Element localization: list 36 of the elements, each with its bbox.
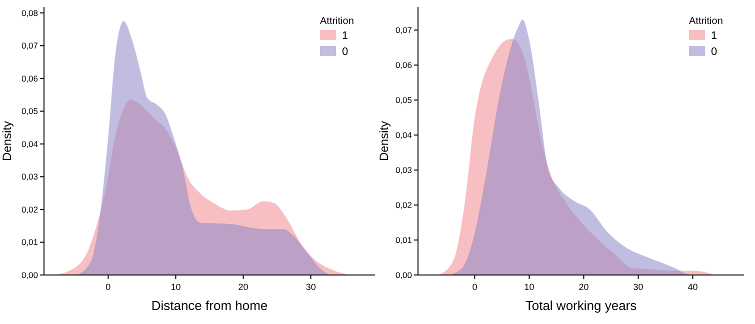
y-tick-label: 0,03 xyxy=(21,172,38,182)
x-tick-label: 20 xyxy=(238,282,248,292)
y-tick-label: 0,02 xyxy=(395,200,412,210)
y-tick-label: 0,05 xyxy=(21,106,38,116)
y-axis-title: Density xyxy=(0,120,14,162)
legend-label: 1 xyxy=(342,30,348,42)
x-tick-label: 30 xyxy=(306,282,316,292)
legend-label: 0 xyxy=(711,46,718,58)
y-tick-label: 0,05 xyxy=(395,95,412,106)
x-tick-label: 10 xyxy=(170,282,181,292)
x-tick-label: 40 xyxy=(688,282,698,292)
legend-label: 1 xyxy=(711,30,718,42)
y-tick-label: 0,01 xyxy=(21,237,38,248)
legend-label: 0 xyxy=(342,46,348,58)
y-tick-label: 0,07 xyxy=(395,25,412,36)
y-tick-label: 0,04 xyxy=(395,130,412,140)
x-tick-label: 10 xyxy=(524,282,534,292)
legend-title: Attrition xyxy=(320,16,354,27)
y-tick-label: 0,00 xyxy=(21,270,38,280)
y-tick-label: 0,00 xyxy=(395,270,412,280)
y-tick-label: 0,06 xyxy=(21,73,38,84)
x-tick-label: 0 xyxy=(472,282,478,292)
legend-title: Attrition xyxy=(689,16,723,27)
x-tick-label: 20 xyxy=(578,282,589,292)
y-tick-label: 0,08 xyxy=(21,8,38,18)
y-tick-label: 0,03 xyxy=(395,165,412,176)
y-tick-label: 0,02 xyxy=(21,204,38,214)
y-tick-label: 0,06 xyxy=(395,60,412,70)
x-tick-label: 0 xyxy=(106,282,111,292)
x-axis-title: Total working years xyxy=(525,298,638,313)
y-tick-label: 0,07 xyxy=(21,40,38,51)
y-tick-label: 0,04 xyxy=(21,138,38,149)
x-axis-title: Distance from home xyxy=(151,298,268,313)
y-axis-title: Density xyxy=(377,120,391,162)
y-tick-label: 0,01 xyxy=(395,234,412,245)
x-tick-label: 30 xyxy=(633,282,644,292)
